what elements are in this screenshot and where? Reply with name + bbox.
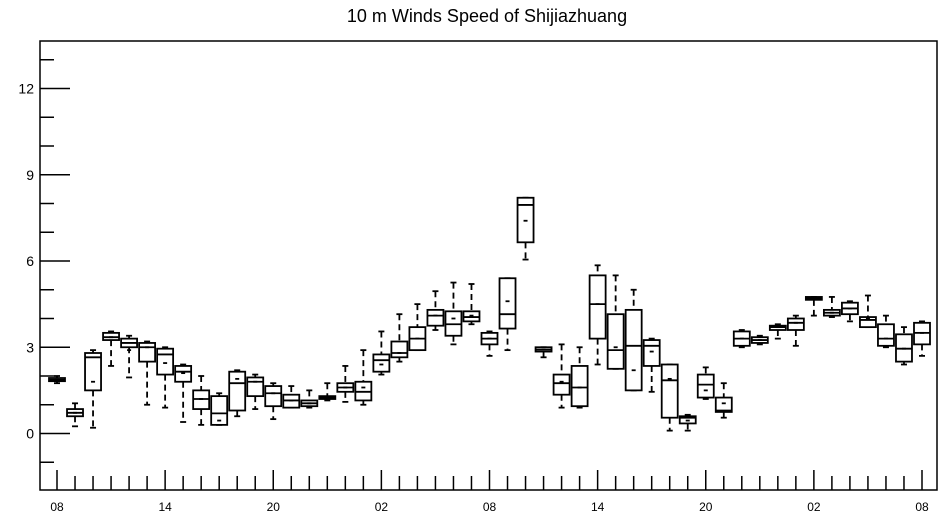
plot-frame bbox=[39, 40, 938, 491]
box-iqr bbox=[210, 395, 229, 426]
box-item bbox=[678, 413, 697, 432]
x-axis: 08 14 20 02 08 14 20 02 08 bbox=[50, 470, 929, 514]
box-item bbox=[877, 314, 895, 349]
box-item bbox=[570, 346, 589, 409]
x-tick-label: 02 bbox=[807, 500, 821, 514]
box-item bbox=[462, 283, 481, 326]
box-iqr bbox=[588, 274, 607, 340]
box-item bbox=[804, 296, 823, 317]
box-item bbox=[498, 277, 517, 352]
box-iqr bbox=[786, 317, 805, 331]
box-item bbox=[895, 326, 913, 366]
box-item bbox=[552, 343, 571, 409]
box-iqr bbox=[552, 373, 571, 396]
box-iqr bbox=[606, 313, 625, 370]
box-iqr bbox=[714, 396, 733, 413]
box-iqr bbox=[426, 308, 445, 327]
x-tick-label: 14 bbox=[158, 500, 172, 514]
box-item bbox=[516, 196, 535, 261]
box-item bbox=[138, 340, 157, 406]
y-axis: 0 3 6 9 12 bbox=[18, 59, 70, 463]
box-iqr bbox=[498, 277, 517, 330]
box-item bbox=[66, 402, 84, 428]
box-iqr bbox=[138, 342, 157, 363]
box-item bbox=[120, 334, 138, 379]
box-item bbox=[228, 369, 247, 418]
box-iqr bbox=[696, 373, 715, 399]
box-item bbox=[84, 349, 102, 429]
box-item bbox=[210, 392, 229, 426]
box-item bbox=[174, 363, 193, 423]
box-item bbox=[768, 323, 787, 340]
box-item bbox=[696, 366, 715, 400]
box-item bbox=[750, 334, 769, 346]
y-tick-label: 3 bbox=[26, 339, 34, 355]
x-tick-label: 20 bbox=[699, 500, 713, 514]
box-item bbox=[642, 337, 661, 393]
box-item bbox=[786, 314, 805, 347]
box-series bbox=[48, 196, 931, 432]
box-iqr bbox=[372, 353, 391, 373]
box-item bbox=[156, 346, 175, 409]
box-iqr bbox=[877, 323, 895, 347]
x-tick-label: 20 bbox=[267, 500, 281, 514]
box-iqr bbox=[570, 365, 589, 408]
y-tick-label: 9 bbox=[26, 167, 34, 183]
box-item bbox=[732, 329, 751, 349]
box-item bbox=[859, 294, 877, 329]
box-item bbox=[480, 330, 499, 357]
box-iqr bbox=[624, 308, 643, 392]
box-item bbox=[822, 296, 841, 318]
x-tick-label: 08 bbox=[483, 500, 497, 514]
x-tick-label: 08 bbox=[915, 500, 929, 514]
y-tick-label: 6 bbox=[26, 253, 34, 269]
box-item bbox=[660, 363, 679, 432]
box-item bbox=[192, 375, 211, 426]
y-tick-label: 0 bbox=[26, 426, 34, 442]
box-item bbox=[102, 330, 120, 367]
box-iqr bbox=[660, 363, 679, 419]
box-item bbox=[588, 264, 607, 366]
x-tick-label: 14 bbox=[591, 500, 605, 514]
box-iqr bbox=[228, 370, 247, 412]
box-iqr bbox=[246, 376, 265, 398]
box-item bbox=[354, 349, 373, 406]
box-item bbox=[264, 382, 283, 421]
box-item bbox=[48, 375, 66, 385]
box-iqr bbox=[156, 347, 175, 376]
box-item bbox=[408, 303, 427, 352]
box-item bbox=[300, 389, 319, 409]
box-item bbox=[372, 330, 391, 376]
box-item bbox=[246, 373, 265, 410]
box-item bbox=[624, 288, 643, 392]
x-tick-label: 08 bbox=[50, 500, 64, 514]
box-item bbox=[426, 290, 445, 331]
y-tick-label: 12 bbox=[18, 81, 34, 97]
box-item bbox=[318, 382, 337, 402]
box-iqr bbox=[642, 339, 661, 367]
box-item bbox=[390, 313, 409, 363]
x-tick-label: 02 bbox=[375, 500, 389, 514]
box-item bbox=[913, 320, 931, 357]
box-iqr bbox=[390, 340, 409, 359]
box-item bbox=[444, 281, 463, 346]
box-iqr bbox=[264, 385, 283, 408]
box-item bbox=[606, 274, 625, 370]
box-item bbox=[336, 365, 355, 403]
box-iqr bbox=[859, 316, 877, 329]
box-item bbox=[534, 346, 553, 359]
chart-title: 10 m Winds Speed of Shijiazhuang bbox=[347, 6, 627, 26]
box-item bbox=[714, 382, 733, 419]
box-item bbox=[282, 385, 301, 409]
box-item bbox=[841, 300, 859, 323]
box-iqr bbox=[84, 352, 102, 392]
